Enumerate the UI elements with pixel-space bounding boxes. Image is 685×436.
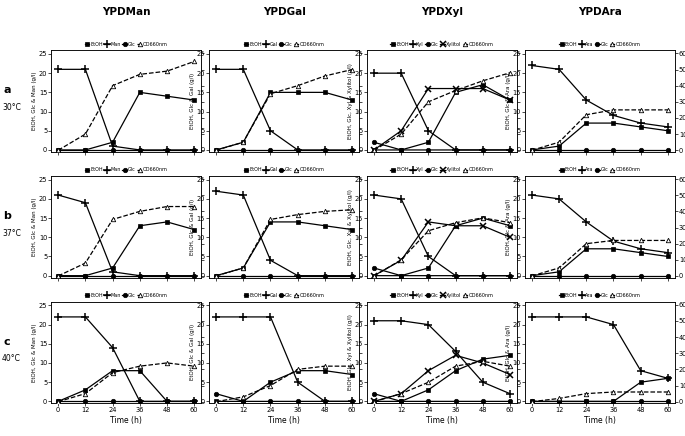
X-axis label: Time (h): Time (h) — [584, 416, 616, 425]
Legend: EtOH, Xyl, Glc, Xylitol, OD660nm: EtOH, Xyl, Glc, Xylitol, OD660nm — [390, 293, 494, 298]
Y-axis label: EtOH, Glc & Gal (g/l): EtOH, Glc & Gal (g/l) — [190, 199, 195, 255]
Y-axis label: EtOH, Glc & Gal (g/l): EtOH, Glc & Gal (g/l) — [190, 73, 195, 129]
Y-axis label: EtOH, Glc, Xyl & Xylitol (g/l): EtOH, Glc, Xyl & Xylitol (g/l) — [348, 314, 353, 390]
Legend: EtOH, Man, Glc, OD660nm: EtOH, Man, Glc, OD660nm — [84, 167, 168, 172]
Legend: EtOH, Man, Glc, OD660nm: EtOH, Man, Glc, OD660nm — [84, 293, 168, 298]
Y-axis label: EtOH, Glc & Man (g/l): EtOH, Glc & Man (g/l) — [32, 198, 37, 256]
X-axis label: Time (h): Time (h) — [268, 416, 300, 425]
Legend: EtOH, Xyl, Glc, Xylitol, OD660nm: EtOH, Xyl, Glc, Xylitol, OD660nm — [390, 42, 494, 47]
Text: c: c — [3, 337, 10, 347]
Legend: EtOH, Ara, Glc, OD660nm: EtOH, Ara, Glc, OD660nm — [559, 42, 640, 47]
Legend: EtOH, Gal, Glc, OD660nm: EtOH, Gal, Glc, OD660nm — [244, 167, 325, 172]
Text: a: a — [3, 85, 11, 95]
X-axis label: Time (h): Time (h) — [110, 416, 142, 425]
Y-axis label: EtOH, Glc & Gal (g/l): EtOH, Glc & Gal (g/l) — [190, 324, 195, 381]
Legend: EtOH, Man, Glc, OD660nm: EtOH, Man, Glc, OD660nm — [84, 42, 168, 47]
Y-axis label: EtOH, Glc & Man (g/l): EtOH, Glc & Man (g/l) — [32, 72, 37, 130]
Text: 30°C: 30°C — [2, 103, 21, 112]
Legend: EtOH, Xyl, Glc, Xylitol, OD660nm: EtOH, Xyl, Glc, Xylitol, OD660nm — [390, 167, 494, 172]
Text: YPDXyl: YPDXyl — [421, 7, 463, 17]
Legend: EtOH, Gal, Glc, OD660nm: EtOH, Gal, Glc, OD660nm — [244, 293, 325, 298]
Y-axis label: EtOH, Glc & Ara (g/l): EtOH, Glc & Ara (g/l) — [506, 73, 511, 129]
Legend: EtOH, Gal, Glc, OD660nm: EtOH, Gal, Glc, OD660nm — [244, 42, 325, 47]
Y-axis label: EtOH, Glc & Ara (g/l): EtOH, Glc & Ara (g/l) — [506, 198, 511, 255]
Legend: EtOH, Ara, Glc, OD660nm: EtOH, Ara, Glc, OD660nm — [559, 167, 640, 172]
Y-axis label: EtOH, Glc, Xyl & Xylitol (g/l): EtOH, Glc, Xyl & Xylitol (g/l) — [348, 63, 353, 139]
Text: b: b — [3, 211, 11, 221]
Y-axis label: EtOH, Glc, Xyl & Xylitol (g/l): EtOH, Glc, Xyl & Xylitol (g/l) — [348, 189, 353, 265]
Text: YPDAra: YPDAra — [578, 7, 622, 17]
Y-axis label: EtOH, Glc & Man (g/l): EtOH, Glc & Man (g/l) — [32, 323, 37, 382]
Text: 40°C: 40°C — [2, 354, 21, 364]
Text: 37°C: 37°C — [2, 229, 21, 238]
Text: YPDMan: YPDMan — [102, 7, 151, 17]
Legend: EtOH, Ara, Glc, OD660nm: EtOH, Ara, Glc, OD660nm — [559, 293, 640, 298]
X-axis label: Time (h): Time (h) — [426, 416, 458, 425]
Text: YPDGal: YPDGal — [262, 7, 306, 17]
Y-axis label: EtOH, Glc & Ara (g/l): EtOH, Glc & Ara (g/l) — [506, 324, 511, 381]
